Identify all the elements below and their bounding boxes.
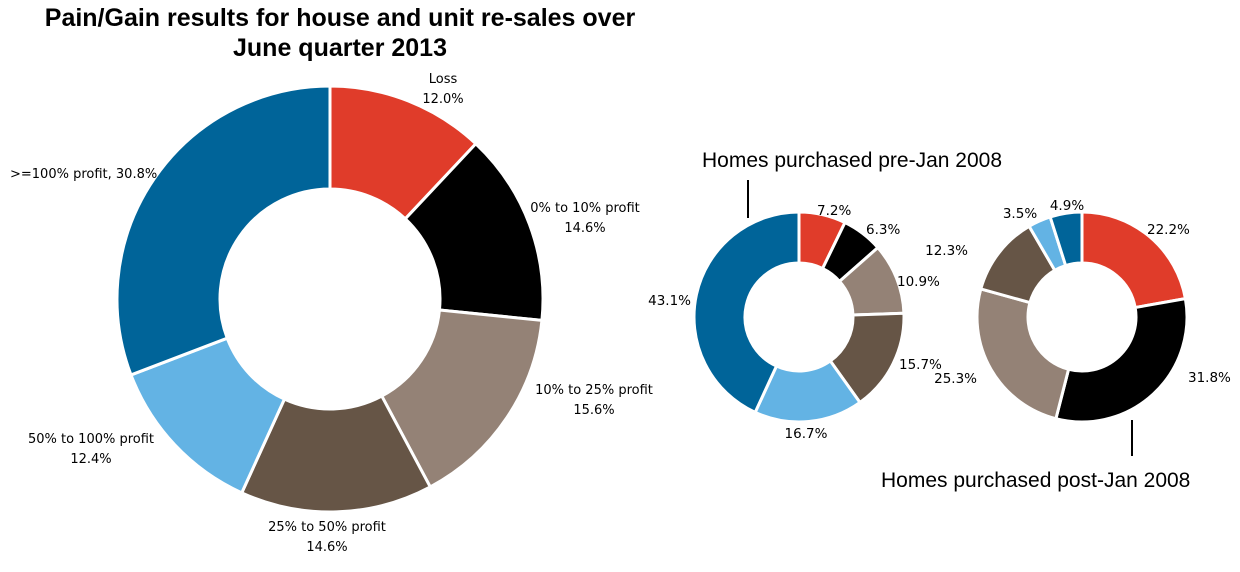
- main-slice-profit-10-25: [380, 308, 544, 489]
- pre-2008-label-profit-50-100: 16.7%: [785, 426, 828, 442]
- main-slice-profit-25-50: [240, 394, 432, 514]
- post-2008-chart-title: Homes purchased post-Jan 2008: [881, 469, 1190, 492]
- post-2008-donut: [975, 210, 1189, 424]
- main-label-profit-10-25: 10% to 25% profit 15.6%: [535, 383, 653, 418]
- pre-2008-label-loss: 7.2%: [817, 203, 851, 219]
- pre-2008-slice-profit-100-plus: [692, 210, 801, 414]
- pre-2008-label-profit-0-10: 6.3%: [866, 222, 900, 238]
- pre-2008-label-profit-10-25: 10.9%: [897, 274, 940, 290]
- main-label-loss: Loss 12.0%: [422, 72, 463, 107]
- pre-2008-donut: [692, 210, 906, 424]
- main-label-profit-0-10: 0% to 10% profit 14.6%: [530, 201, 640, 236]
- post-2008-label-profit-100-plus: 4.9%: [1050, 198, 1084, 214]
- main-label-profit-50-100: 50% to 100% profit 12.4%: [28, 432, 154, 467]
- post-2008-label-profit-50-100: 3.5%: [1003, 206, 1037, 222]
- post-2008-label-profit-0-10: 31.8%: [1188, 370, 1231, 386]
- post-2008-label-profit-25-50: 12.3%: [925, 243, 968, 259]
- post-2008-label-profit-10-25: 25.3%: [934, 371, 977, 387]
- chart-title-line-1: Pain/Gain results for house and unit re-…: [45, 4, 636, 32]
- post-2008-slice-profit-100-plus: [1048, 210, 1084, 268]
- post-2008-slice-loss: [1080, 210, 1187, 310]
- data-labels: Loss 12.0% 0% to 10% profit 14.6% 10% to 25%…: [10, 72, 1231, 555]
- main-slice-profit-100-plus: [115, 84, 332, 377]
- post-2008-slice-profit-10-25: [975, 287, 1071, 421]
- post-2008-slice-profit-0-10: [1054, 297, 1189, 424]
- main-donut: [115, 84, 545, 514]
- pre-2008-label-profit-25-50: 15.7%: [899, 357, 942, 373]
- pre-2008-chart-title: Homes purchased pre-Jan 2008: [702, 149, 1002, 172]
- pre-2008-label-profit-100-plus: 43.1%: [648, 293, 691, 309]
- main-slice-profit-0-10: [403, 142, 545, 322]
- chart-title-line-2: June quarter 2013: [233, 34, 447, 62]
- main-label-profit-25-50: 25% to 50% profit 14.6%: [268, 520, 386, 555]
- post-2008-label-loss: 22.2%: [1147, 222, 1190, 238]
- main-label-profit-100-plus: >=100% profit, 30.8%: [10, 167, 157, 182]
